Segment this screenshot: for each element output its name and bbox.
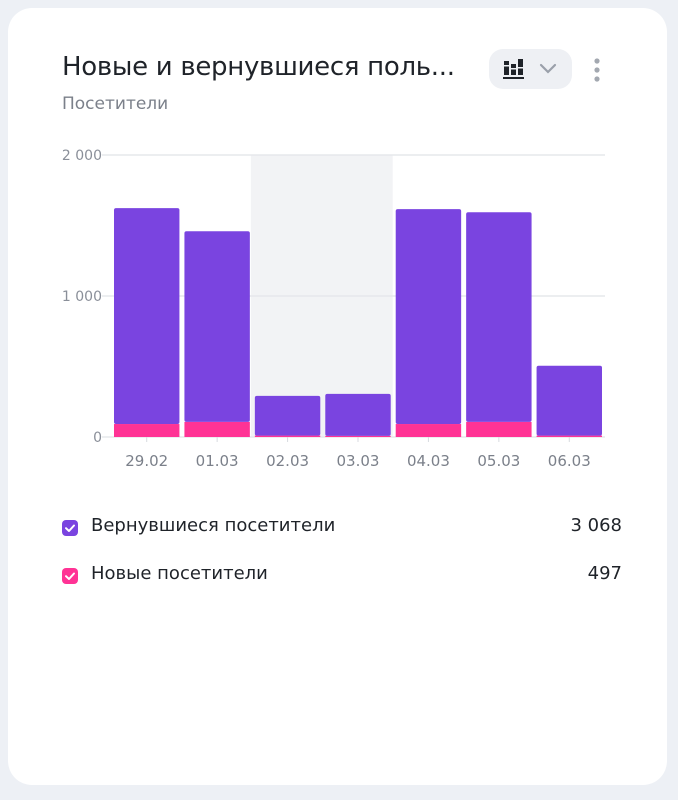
bar-new [325,435,391,437]
bar-new [114,424,180,437]
checkbox-checked-icon[interactable] [62,568,78,584]
legend-value: 3 068 [570,515,622,536]
bar-returning [184,231,250,422]
bar-returning [325,393,391,436]
legend-value: 497 [587,563,622,584]
stacked-bars-icon [503,59,524,79]
bar-returning [114,208,180,425]
widget-subtitle: Посетители [62,94,169,114]
widget-title: Новые и вернувшиеся поль... [62,52,455,82]
x-tick-label: 29.02 [125,452,168,470]
x-tick-label: 04.03 [407,452,450,470]
x-tick-label: 01.03 [196,452,239,470]
bar-new [254,435,321,437]
chevron-down-icon [539,63,557,74]
legend-item[interactable]: Вернувшиеся посетители 3 068 [62,515,622,541]
y-tick-label: 1 000 [62,289,102,305]
legend-item[interactable]: Новые посетители 497 [62,563,622,589]
x-tick-label: 03.03 [337,452,380,470]
bar-returning [466,212,532,422]
bar-new [466,421,532,437]
checkbox-checked-icon[interactable] [62,520,78,536]
bar-returning [536,365,602,436]
bar-new [184,421,250,437]
y-tick-label: 0 [93,430,102,446]
x-tick-label: 06.03 [548,452,591,470]
x-tick-label: 05.03 [477,452,520,470]
x-tick-label: 02.03 [266,452,309,470]
widget-card: Новые и вернувшиеся поль... Посетители 0… [8,8,667,785]
chart-type-dropdown[interactable] [489,49,572,89]
y-tick-label: 2 000 [62,148,102,164]
bar-returning [254,395,321,436]
bar-new [536,435,602,437]
legend-label: Вернувшиеся посетители [91,515,336,536]
bar-returning [395,209,462,425]
more-vertical-icon[interactable] [589,56,605,86]
legend-label: Новые посетители [91,563,268,584]
bar-new [395,424,462,437]
stacked-bar-chart: 0 1 000 2 000 29.02 01.03 02.03 03.03 04.03 05.0… [62,148,605,470]
